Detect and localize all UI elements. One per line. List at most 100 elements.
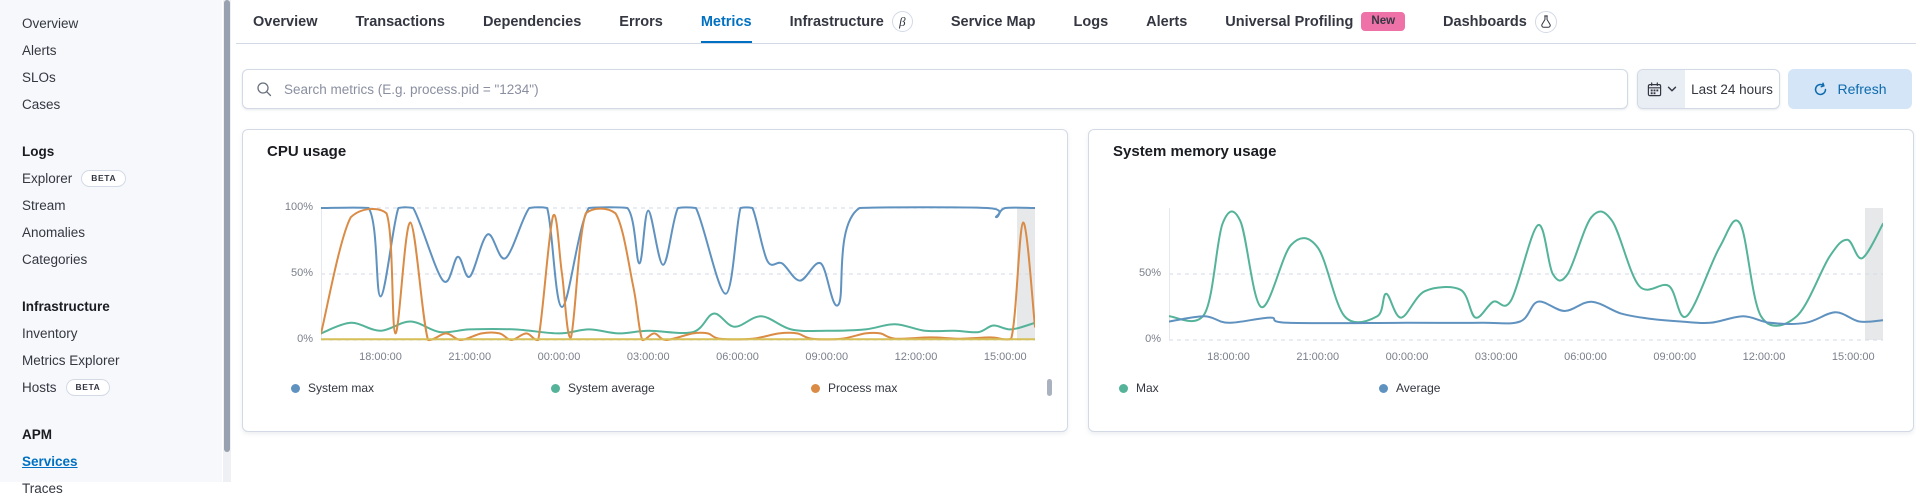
tab[interactable]: Errors [619,0,663,43]
tab-badge: New [1361,11,1406,32]
chevron-down-icon [1667,84,1677,94]
chart-plot-cpu[interactable] [321,196,1035,346]
tab[interactable]: Dashboards [1443,0,1557,43]
sidebar-group: APM Services Traces [0,421,222,502]
legend-item[interactable]: System average [551,381,655,395]
main-content: Overview Transactions Dependencies Error… [236,0,1916,482]
sidebar-section-header: Logs [22,144,55,159]
sidebar-item[interactable]: Metrics Explorer [0,347,222,374]
sidebar-item-label: Traces [22,481,63,496]
x-axis-tick-label: 09:00:00 [1653,351,1697,363]
tab-label: Service Map [950,13,1036,30]
service-tabbar: Overview Transactions Dependencies Error… [236,0,1916,44]
y-axis-tick-label: 0% [1145,333,1161,345]
sidebar-item[interactable]: Explorer BETA [0,165,222,192]
date-picker-quick-menu[interactable] [1638,70,1685,108]
search-box [242,69,1628,109]
y-axis-tick-label: 0% [297,333,313,345]
x-axis-tick-label: 15:00:00 [1831,351,1875,363]
sidebar-item-label: Overview [22,16,79,31]
sidebar-group: Infrastructure Inventory Metrics Explore… [0,293,222,401]
search-input[interactable] [282,80,1614,98]
beta-badge: BETA [65,379,111,396]
tab-label: Dashboards [1443,13,1527,30]
series-average [1169,300,1883,325]
sidebar-item[interactable]: Inventory [0,320,222,347]
sidebar-item[interactable]: Services [0,448,222,475]
refresh-icon [1813,82,1828,97]
flask-icon [1534,10,1557,33]
panel-title: System memory usage [1113,143,1277,160]
legend-scrollbar-thumb[interactable] [1047,379,1052,396]
sidebar-item[interactable]: Stream [0,192,222,219]
legend-item[interactable]: Average [1379,381,1440,395]
panel-title: CPU usage [267,143,347,160]
sidebar-item-label: Anomalies [22,225,86,240]
chart-plot-memory[interactable] [1169,196,1883,346]
x-axis-tick-label: 03:00:00 [1474,351,1518,363]
x-axis-tick-label: 21:00:00 [1296,351,1340,363]
legend-item[interactable]: System max [291,381,374,395]
tab[interactable]: Infrastructure β [790,0,913,43]
sidebar-item-label: Cases [22,97,61,112]
tab[interactable]: Overview [253,0,318,43]
memory-usage-panel: System memory usage 50% 0% 18:00:00 21:00:0… [1088,129,1914,432]
tab[interactable]: Logs [1074,0,1109,43]
sidebar-scrollbar-thumb[interactable] [224,0,230,452]
tab[interactable]: Service Map [951,0,1036,43]
legend-item[interactable]: Max [1119,381,1159,395]
legend-item[interactable]: Process max [811,381,897,395]
tab-label: Metrics [700,13,752,30]
tab-label: Transactions [355,13,445,30]
sidebar-scrollbar[interactable] [223,0,231,482]
sidebar-section-header: APM [22,427,52,442]
sidebar: Overview Alerts SLOs Cases Logs Explorer… [0,0,222,496]
legend-dot [1119,383,1128,393]
legend-label: System max [308,381,375,395]
sidebar-item[interactable]: Traces [0,475,222,502]
sidebar-item[interactable]: Categories [0,246,222,273]
legend-dot [1379,383,1388,393]
sidebar-item[interactable]: Cases [0,91,222,118]
tab[interactable]: Universal Profiling New [1225,0,1406,43]
legend-dot [551,383,560,393]
x-axis-tick-label: 18:00:00 [1207,351,1250,363]
sidebar-item[interactable]: Hosts BETA [0,374,222,401]
legend-label: System average [568,381,655,395]
sidebar-item-label: Stream [22,198,66,213]
x-axis-tick-label: 18:00:00 [359,351,402,363]
tab[interactable]: Metrics [700,0,752,43]
x-axis-tick-label: 09:00:00 [805,351,849,363]
sidebar-group: Logs Explorer BETA Stream Anomalies Cate… [0,138,222,273]
sidebar-item[interactable]: Overview [0,10,222,37]
sidebar-item[interactable]: Anomalies [0,219,222,246]
beta-badge: BETA [81,170,127,187]
series-max [1169,210,1883,327]
sidebar-item-label: Inventory [22,326,78,341]
tab[interactable]: Alerts [1146,0,1187,43]
tab[interactable]: Transactions [356,0,445,43]
x-axis-tick-label: 06:00:00 [716,351,759,363]
legend-label: Average [1396,381,1441,395]
sidebar-item-label: Hosts [22,380,57,395]
legend-label: Max [1136,381,1159,395]
legend-dot [291,383,300,393]
tab-label: Overview [253,13,318,30]
y-axis-tick-label: 50% [1138,267,1161,279]
x-axis-tick-label: 12:00:00 [1742,351,1786,363]
refresh-label: Refresh [1837,81,1887,97]
sidebar-item[interactable]: Alerts [0,37,222,64]
legend-label: Process max [828,381,898,395]
x-axis-tick-label: 00:00:00 [1385,351,1429,363]
tab[interactable]: Dependencies [483,0,581,43]
x-axis-tick-label: 06:00:00 [1564,351,1607,363]
sidebar-item-label: Metrics Explorer [22,353,120,368]
calendar-icon [1647,81,1662,97]
date-picker-value[interactable]: Last 24 hours [1691,81,1773,97]
sidebar-item[interactable]: SLOs [0,64,222,91]
tab-label: Dependencies [482,13,582,30]
sidebar-item-label: SLOs [22,70,56,85]
refresh-button[interactable]: Refresh [1788,69,1912,109]
search-icon [256,81,272,97]
sidebar-item-label: Explorer [22,171,73,186]
